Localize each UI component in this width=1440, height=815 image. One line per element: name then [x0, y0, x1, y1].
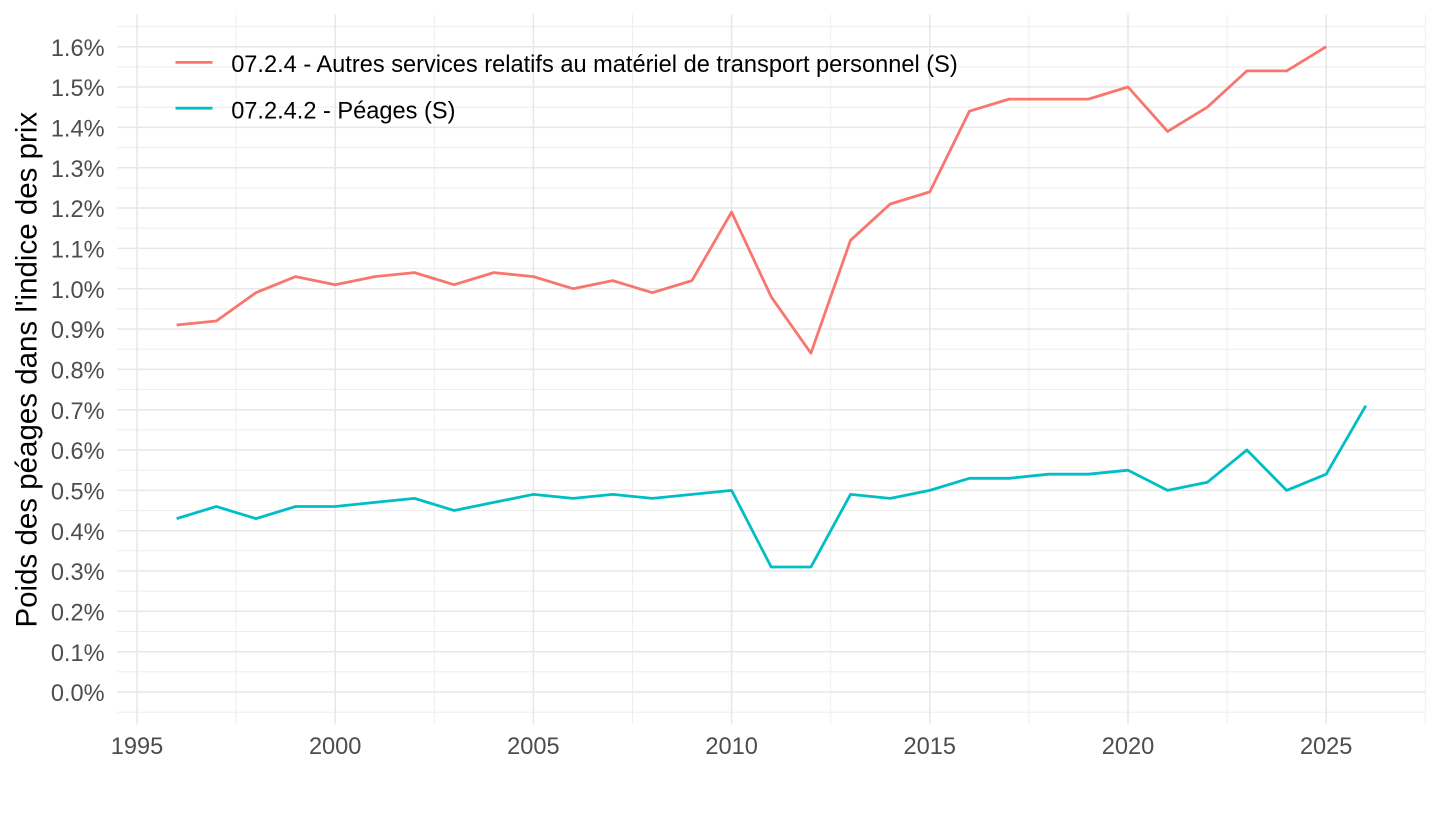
svg-text:0.8%: 0.8% [51, 359, 105, 385]
svg-text:0.7%: 0.7% [51, 399, 105, 425]
svg-text:1.0%: 1.0% [51, 278, 105, 304]
svg-text:1995: 1995 [111, 734, 164, 760]
svg-text:2025: 2025 [1300, 734, 1353, 760]
svg-text:2010: 2010 [705, 734, 758, 760]
svg-text:1.1%: 1.1% [51, 238, 105, 264]
svg-text:07.2.4 - Autres services relat: 07.2.4 - Autres services relatifs au mat… [231, 52, 958, 78]
svg-text:0.0%: 0.0% [51, 681, 105, 707]
svg-text:2005: 2005 [507, 734, 560, 760]
svg-text:0.3%: 0.3% [51, 560, 105, 586]
svg-text:1.6%: 1.6% [51, 36, 105, 62]
svg-text:1.4%: 1.4% [51, 117, 105, 143]
svg-text:07.2.4.2 - Péages (S): 07.2.4.2 - Péages (S) [231, 99, 455, 125]
svg-text:0.9%: 0.9% [51, 318, 105, 344]
svg-text:0.1%: 0.1% [51, 641, 105, 667]
svg-text:0.5%: 0.5% [51, 480, 105, 506]
svg-text:0.4%: 0.4% [51, 520, 105, 546]
svg-text:Poids des péages dans l'indice: Poids des péages dans l'indice des prix [11, 112, 44, 628]
svg-text:1.3%: 1.3% [51, 157, 105, 183]
svg-text:1.5%: 1.5% [51, 76, 105, 102]
svg-text:1.2%: 1.2% [51, 197, 105, 223]
svg-text:2020: 2020 [1102, 734, 1155, 760]
svg-text:2015: 2015 [904, 734, 957, 760]
svg-text:2000: 2000 [309, 734, 362, 760]
svg-text:0.6%: 0.6% [51, 439, 105, 465]
svg-text:0.2%: 0.2% [51, 601, 105, 627]
